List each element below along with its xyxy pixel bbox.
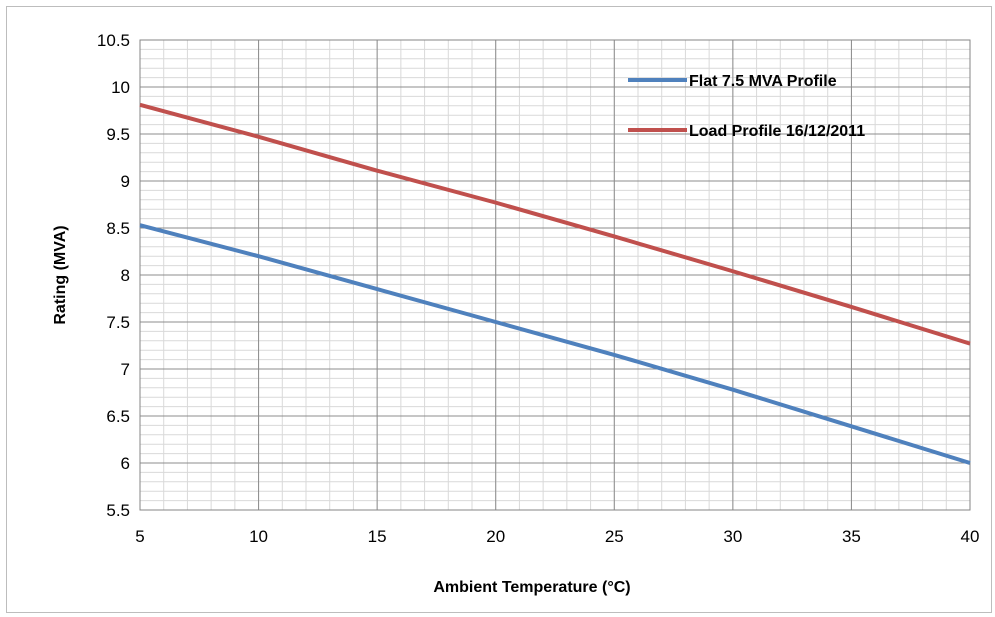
y-tick-label: 10.5 bbox=[97, 31, 130, 50]
legend-label-flat: Flat 7.5 MVA Profile bbox=[689, 73, 837, 90]
y-tick-label: 8.5 bbox=[106, 219, 130, 238]
x-tick-label: 10 bbox=[249, 527, 268, 546]
x-tick-label: 40 bbox=[961, 527, 980, 546]
series-line-1 bbox=[139, 102, 971, 346]
y-axis-title: Rating (MVA) bbox=[52, 225, 69, 324]
x-tick-label: 30 bbox=[723, 527, 742, 546]
plot-border bbox=[139, 39, 971, 511]
y-tick-label: 9.5 bbox=[106, 125, 130, 144]
y-tick-label: 7 bbox=[121, 360, 130, 379]
x-axis-ticks: 5 10 15 20 25 30 35 40 bbox=[135, 527, 979, 546]
legend-label-load: Load Profile 16/12/2011 bbox=[689, 123, 865, 140]
x-axis-title: Ambient Temperature (°C) bbox=[433, 579, 630, 596]
y-tick-label: 9 bbox=[121, 172, 130, 191]
x-tick-label: 15 bbox=[368, 527, 387, 546]
y-axis-ticks: 10.5 10 9.5 9 8.5 8 7.5 7 6.5 6 5.5 bbox=[97, 31, 130, 520]
y-tick-label: 10 bbox=[111, 78, 130, 97]
y-tick-label: 6.5 bbox=[106, 407, 130, 426]
x-tick-label: 35 bbox=[842, 527, 861, 546]
y-tick-label: 7.5 bbox=[106, 313, 130, 332]
x-tick-label: 5 bbox=[135, 527, 144, 546]
x-tick-label: 20 bbox=[486, 527, 505, 546]
y-tick-label: 8 bbox=[121, 266, 130, 285]
series-line-0 bbox=[139, 223, 971, 465]
y-tick-label: 6 bbox=[121, 454, 130, 473]
legend: Flat 7.5 MVA Profile Load Profile 16/12/… bbox=[628, 73, 865, 140]
series-lines bbox=[139, 102, 971, 465]
y-tick-label: 5.5 bbox=[106, 501, 130, 520]
x-tick-label: 25 bbox=[605, 527, 624, 546]
